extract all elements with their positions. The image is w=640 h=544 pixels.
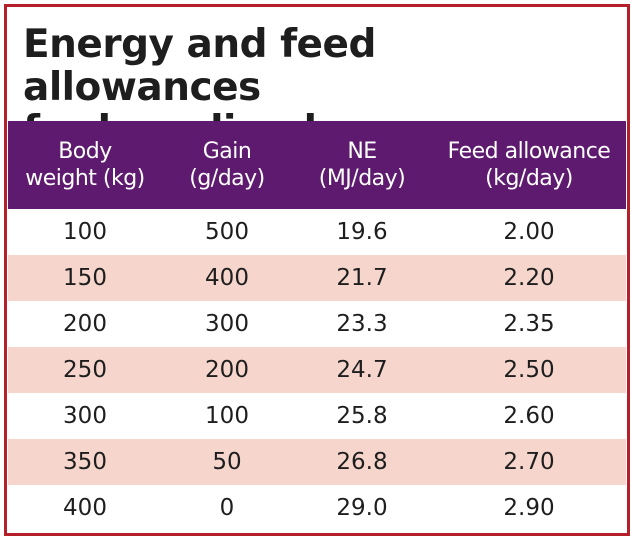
cell-gain: 200 [162, 347, 292, 393]
cell-gain: 300 [162, 301, 292, 347]
cell-feed-allowance: 2.60 [432, 393, 626, 439]
table-row: 150 400 21.7 2.20 [8, 255, 626, 301]
header-gain-line-1: Gain [202, 139, 252, 164]
cell-feed-allowance: 2.00 [432, 209, 626, 255]
cell-body-weight: 350 [8, 439, 162, 485]
cell-feed-allowance: 2.90 [432, 485, 626, 531]
header-ne-line-2: (MJ/day) [318, 166, 406, 191]
cell-feed-allowance: 2.35 [432, 301, 626, 347]
table-frame: Energy and feed allowances for breeding … [4, 4, 630, 536]
cell-body-weight: 150 [8, 255, 162, 301]
cell-feed-allowance: 2.50 [432, 347, 626, 393]
cell-gain: 100 [162, 393, 292, 439]
cell-body-weight: 200 [8, 301, 162, 347]
header-gain-line-2: (g/day) [189, 166, 265, 191]
cell-ne: 23.3 [292, 301, 432, 347]
cell-ne: 26.8 [292, 439, 432, 485]
header-row: Body weight (kg) Gain (g/day) NE (MJ/day… [8, 121, 626, 209]
cell-body-weight: 250 [8, 347, 162, 393]
cell-body-weight: 400 [8, 485, 162, 531]
header-gain: Gain (g/day) [162, 121, 292, 209]
table-row: 250 200 24.7 2.50 [8, 347, 626, 393]
boar-allowances-table: Body weight (kg) Gain (g/day) NE (MJ/day… [8, 121, 626, 531]
table-row: 350 50 26.8 2.70 [8, 439, 626, 485]
cell-feed-allowance: 2.20 [432, 255, 626, 301]
header-body-weight-line-2: weight (kg) [25, 166, 145, 191]
cell-body-weight: 100 [8, 209, 162, 255]
header-feed-allowance-line-2: (kg/day) [485, 166, 573, 191]
cell-ne: 21.7 [292, 255, 432, 301]
cell-ne: 29.0 [292, 485, 432, 531]
table-row: 300 100 25.8 2.60 [8, 393, 626, 439]
cell-gain: 0 [162, 485, 292, 531]
header-body-weight: Body weight (kg) [8, 121, 162, 209]
header-ne: NE (MJ/day) [292, 121, 432, 209]
table-row: 400 0 29.0 2.90 [8, 485, 626, 531]
header-ne-line-1: NE [347, 139, 377, 164]
cell-ne: 24.7 [292, 347, 432, 393]
cell-ne: 19.6 [292, 209, 432, 255]
table-title-line-1: Energy and feed allowances [23, 22, 376, 110]
cell-feed-allowance: 2.70 [432, 439, 626, 485]
header-body-weight-line-1: Body [58, 139, 112, 164]
table-row: 100 500 19.6 2.00 [8, 209, 626, 255]
cell-ne: 25.8 [292, 393, 432, 439]
cell-gain: 400 [162, 255, 292, 301]
cell-body-weight: 300 [8, 393, 162, 439]
cell-gain: 50 [162, 439, 292, 485]
table-row: 200 300 23.3 2.35 [8, 301, 626, 347]
header-feed-allowance: Feed allowance (kg/day) [432, 121, 626, 209]
cell-gain: 500 [162, 209, 292, 255]
header-feed-allowance-line-1: Feed allowance [447, 139, 611, 164]
